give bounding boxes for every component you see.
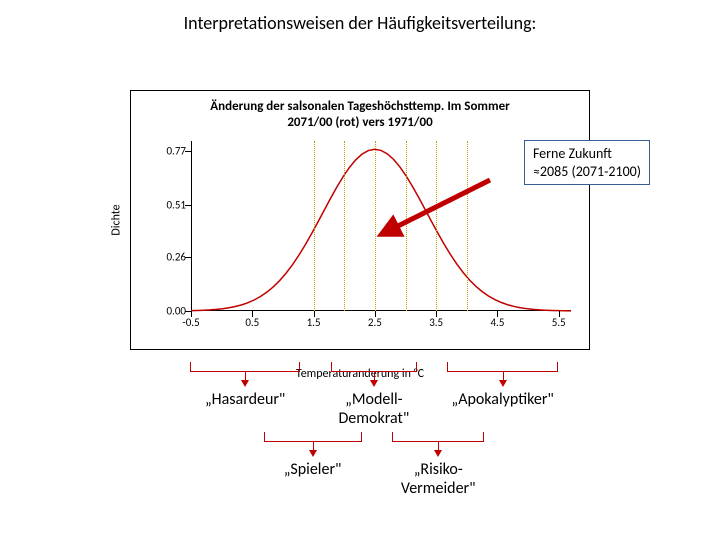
- interpretation-label: „Spieler": [284, 460, 342, 479]
- bracket: [447, 362, 557, 372]
- bracket-arrowhead-icon: [370, 380, 378, 387]
- interpretation-label: „Risiko- Vermeider": [401, 460, 476, 498]
- interpretation-label: „Apokalyptiker": [451, 390, 554, 409]
- bracket: [190, 362, 300, 372]
- bracket: [392, 432, 484, 442]
- interpretation-label: „Hasardeur": [205, 390, 285, 409]
- bracket-arrowhead-icon: [434, 450, 442, 457]
- bracket-arrowhead-icon: [499, 380, 507, 387]
- bracket: [331, 362, 417, 372]
- bracket: [264, 432, 362, 442]
- interpretation-label: „Modell- Demokrat": [338, 390, 409, 428]
- bracket-arrowhead-icon: [241, 380, 249, 387]
- annotation-arrow: [0, 0, 720, 540]
- bracket-arrowhead-icon: [309, 450, 317, 457]
